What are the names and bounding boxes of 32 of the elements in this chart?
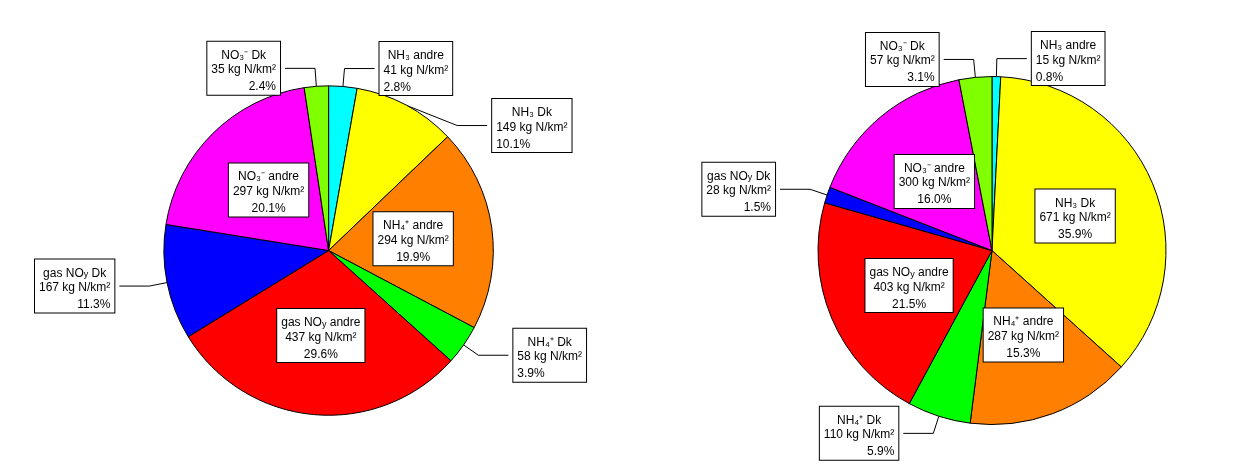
slice-label: NH₄⁺ Dk	[836, 412, 883, 427]
slice-label: NO₃⁻ andre	[903, 160, 966, 175]
slice-label: NH₄⁺ andre	[993, 314, 1054, 329]
data-label: 15 kg N/km² 0.8%	[1035, 52, 1101, 84]
data-label: 28 kg N/km² 1.5%	[706, 183, 772, 215]
data-label: 35 kg N/km² 2.4%	[211, 62, 277, 94]
data-label: 110 kg N/km² 5.9%	[823, 427, 895, 459]
slice-label: gas NOy Dk	[707, 168, 772, 183]
data-label: 300 kg N/km² 16.0%	[898, 175, 971, 207]
slice-label: NO₃⁻ andre	[238, 169, 300, 184]
data-label: 149 kg N/km² 10.1%	[496, 119, 568, 151]
data-label: 403 kg N/km² 21.5%	[873, 279, 945, 311]
slice-label: NH₃ andre	[387, 48, 445, 63]
data-label: 671 kg N/km² 35.9%	[1039, 210, 1111, 242]
data-label: 57 kg N/km² 3.1%	[869, 53, 935, 85]
slice-label: NH₃ Dk	[1055, 195, 1097, 210]
slice-label: NH₄⁺ andre	[383, 218, 444, 233]
data-label: 294 kg N/km² 19.9%	[377, 232, 449, 264]
data-label: 297 kg N/km² 20.1%	[232, 183, 305, 215]
slice-label: NH₃ andre	[1040, 38, 1097, 53]
slice-label: NH₃ Dk	[511, 105, 553, 120]
slice-label: NO₃⁻ Dk	[879, 38, 926, 53]
slice-label: NO₃⁻ Dk	[221, 47, 268, 62]
data-label: 437 kg N/km² 29.6%	[285, 329, 357, 361]
slice-label: gas NOy andre	[869, 265, 949, 280]
data-label: 58 kg N/km² 3.9%	[517, 349, 583, 381]
data-label: 41 kg N/km² 2.8%	[383, 62, 449, 94]
slice-label: gas NOy Dk	[43, 265, 108, 280]
slice-label: gas NOy andre	[281, 315, 361, 330]
data-label: 167 kg N/km² 11.3%	[39, 280, 111, 312]
data-label: 287 kg N/km² 15.3%	[987, 328, 1060, 360]
slice-label: NH₄⁺ Dk	[527, 334, 573, 349]
